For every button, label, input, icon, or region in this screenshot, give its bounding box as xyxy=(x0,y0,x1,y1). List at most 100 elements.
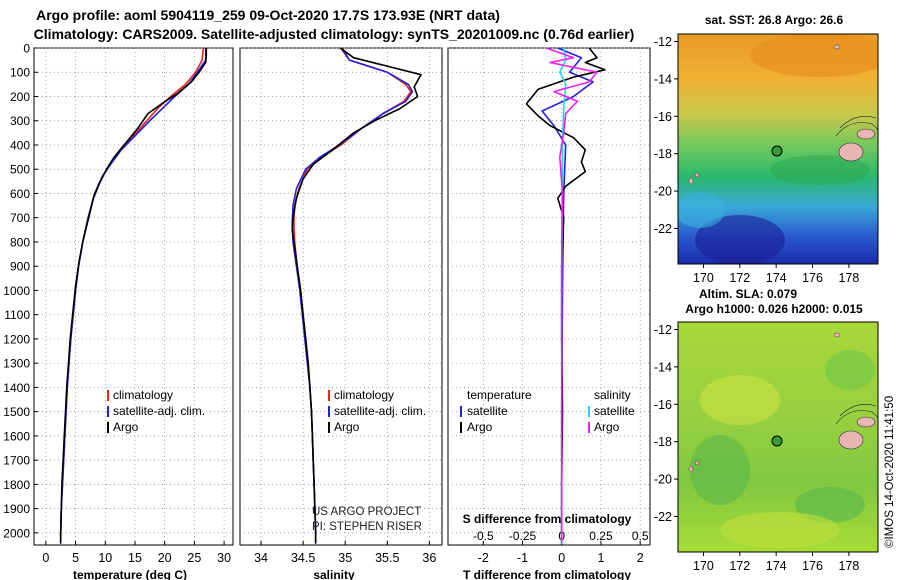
credit-project: US ARGO PROJECT xyxy=(312,506,421,518)
x-tick-label: 34 xyxy=(254,551,268,565)
x-tick-label: 25 xyxy=(187,551,201,565)
island-fiji-vanua-levu xyxy=(856,128,876,140)
series-line-climatology xyxy=(293,47,412,544)
x-tick-label: 34.5 xyxy=(291,551,315,565)
header-line-1: Argo profile: aoml 5904119_259 09-Oct-20… xyxy=(36,7,500,23)
sla-map-frame xyxy=(677,321,879,553)
depth-tick-label: 1300 xyxy=(3,357,30,371)
sst-map-title: sat. SST: 26.8 Argo: 26.6 xyxy=(705,13,844,27)
t-difference-axis-title: T difference from climatology xyxy=(463,568,631,580)
island-small-1 xyxy=(688,177,694,185)
reef-outline xyxy=(835,116,878,150)
map-y-tick-label: -14 xyxy=(654,360,672,374)
map-y-tick-label: -22 xyxy=(654,222,672,236)
map-x-tick-label: 176 xyxy=(802,271,823,285)
depth-tick-label: 1400 xyxy=(3,381,30,395)
sla-patch-4 xyxy=(720,512,840,548)
header-line-2: Climatology: CARS2009. Satellite-adjuste… xyxy=(34,26,635,42)
depth-tick-label: 1600 xyxy=(3,429,30,443)
s-difference-tick-label: -0.25 xyxy=(509,529,537,543)
map-x-tick-label: 172 xyxy=(729,559,750,573)
legend-label-s-satellite: satellite xyxy=(594,404,635,418)
depth-tick-label: 1900 xyxy=(3,502,30,516)
legend-label-climatology: climatology xyxy=(113,388,173,402)
map-y-tick-label: -20 xyxy=(654,185,672,199)
depth-tick-label: 500 xyxy=(10,163,30,177)
map-y-tick-label: -18 xyxy=(654,435,672,449)
legend-label-argo: Argo xyxy=(113,420,139,434)
sla-patch-1 xyxy=(700,375,780,425)
temperature-axis-title: temperature (deg C) xyxy=(73,568,187,580)
depth-tick-label: 800 xyxy=(10,235,30,249)
series-line-satellite-adj-clim- xyxy=(59,48,207,544)
salinity-axis-title: salinity xyxy=(313,568,355,580)
series-line-t-satellite xyxy=(541,47,594,544)
sst-map-frame xyxy=(677,33,879,265)
temperature-panel-frame xyxy=(33,47,234,546)
map-x-tick-label: 178 xyxy=(838,559,859,573)
s-difference-tick-label: 0.25 xyxy=(589,529,613,543)
sst-mid-patch xyxy=(770,155,870,185)
difference-legend: temperature satellite Argo salinity sate… xyxy=(460,388,635,434)
sla-map-title: Altim. SLA: 0.079 xyxy=(699,287,797,301)
series-line-argo xyxy=(291,47,422,543)
s-difference-tick-label: 0.5 xyxy=(632,529,649,543)
x-tick-label: 2 xyxy=(637,551,644,565)
depth-tick-label: 400 xyxy=(10,138,30,152)
map-y-tick-label: -14 xyxy=(654,72,672,86)
x-tick-label: 0 xyxy=(42,551,49,565)
x-tick-label: 0 xyxy=(558,551,565,565)
depth-tick-label: 900 xyxy=(10,260,30,274)
island-small-2 xyxy=(694,172,700,178)
credit-pi: PI: STEPHEN RISER xyxy=(312,521,422,533)
x-tick-label: 35.5 xyxy=(375,551,399,565)
depth-tick-label: 1000 xyxy=(3,284,30,298)
salinity-plot: 34 34.5 35 35.5 36 xyxy=(240,47,442,565)
depth-tick-label: 600 xyxy=(10,187,30,201)
legend-label-climatology: climatology xyxy=(334,388,394,402)
x-tick-label: 1 xyxy=(597,551,604,565)
depth-tick-label: 2000 xyxy=(3,526,30,540)
depth-tick-label: 1800 xyxy=(3,478,30,492)
x-tick-label: 10 xyxy=(98,551,112,565)
legend-label-satellite: satellite-adj. clim. xyxy=(334,404,426,418)
legend-label-s-argo: Argo xyxy=(594,420,620,434)
map-x-tick-label: 178 xyxy=(838,271,859,285)
legend-label-argo: Argo xyxy=(334,420,360,434)
legend-label-satellite: satellite-adj. clim. xyxy=(113,404,205,418)
map-x-tick-label: 170 xyxy=(693,271,714,285)
temperature-plot: 0 5 10 15 20 25 30 xyxy=(34,47,233,565)
map-y-tick-label: -16 xyxy=(654,110,672,124)
sst-warm-patch xyxy=(750,34,878,77)
sst-cool-patch xyxy=(695,215,785,264)
x-tick-label: 30 xyxy=(217,551,231,565)
x-tick-label: 5 xyxy=(72,551,79,565)
series-line-satellite-adj-clim- xyxy=(291,47,414,544)
x-tick-label: 35 xyxy=(338,551,352,565)
map-y-tick-label: -18 xyxy=(654,147,672,161)
island-small-1 xyxy=(688,465,694,473)
sst-blue-patch xyxy=(678,192,725,228)
depth-tick-label: 1100 xyxy=(4,308,30,322)
island-fiji-viti-levu xyxy=(838,430,864,450)
island-fiji-vanua-levu xyxy=(856,416,876,428)
depth-tick-label: 1500 xyxy=(3,405,30,419)
legend-title-salinity: salinity xyxy=(594,388,631,402)
map-x-tick-label: 174 xyxy=(766,271,787,285)
salinity-panel-frame xyxy=(239,47,443,546)
salinity-legend: climatology satellite-adj. clim. Argo xyxy=(328,388,426,434)
legend-label-t-satellite: satellite xyxy=(467,404,508,418)
map-x-tick-label: 170 xyxy=(693,559,714,573)
imos-watermark: ©IMOS 14-Oct-2020 11:41:50 xyxy=(884,396,896,548)
map-y-tick-label: -12 xyxy=(654,35,672,49)
x-tick-label: -2 xyxy=(478,551,489,565)
depth-tick-label: 1200 xyxy=(3,332,30,346)
depth-tick-label: 1700 xyxy=(3,454,30,468)
map-y-tick-label: -12 xyxy=(654,323,672,337)
map-y-tick-label: -16 xyxy=(654,398,672,412)
island-small-3 xyxy=(833,44,841,50)
reef-outline xyxy=(835,404,878,438)
map-x-tick-label: 176 xyxy=(802,559,823,573)
series-line-climatology xyxy=(59,47,205,544)
series-line-t-argo xyxy=(525,47,606,543)
